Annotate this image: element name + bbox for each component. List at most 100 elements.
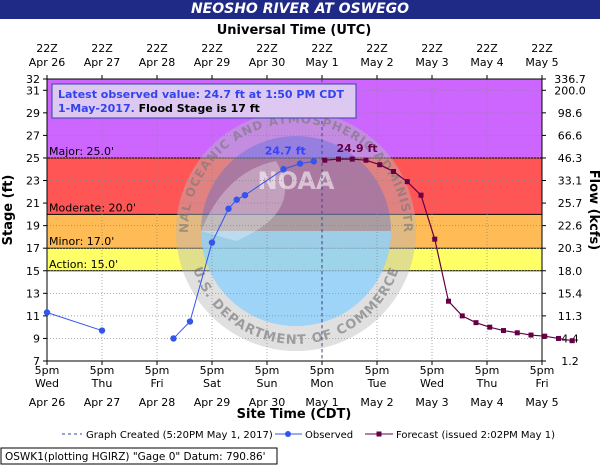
legend: Graph Created (5:20PM May 1, 2017) Observ… [62, 430, 555, 441]
y-tick-label: 32 [26, 73, 40, 86]
info-box: Latest observed value: 24.7 ft at 1:50 P… [51, 83, 357, 119]
observed-point [186, 318, 194, 325]
top-tick-hour: 22Z [366, 42, 388, 55]
footer-frame [0, 447, 278, 465]
bottom-tick-time: 5pm [530, 364, 555, 377]
info-box-line1: Latest observed value: 24.7 ft at 1:50 P… [58, 88, 344, 101]
top-tick-date: Apr 30 [249, 56, 286, 69]
forecast-point [473, 320, 479, 326]
forecast-point [404, 179, 410, 185]
forecast-point [514, 330, 520, 336]
bottom-tick-date: Apr 27 [84, 396, 121, 409]
y2-tick-label: 18.0 [558, 265, 583, 278]
forecast-point [528, 332, 534, 338]
top-tick-date: May 2 [360, 56, 393, 69]
y-tick-label: 21 [26, 197, 40, 210]
y2-tick-label: 15.4 [558, 287, 583, 300]
y2-tick-label: 1.2 [561, 355, 579, 368]
y-tick-label: 19 [26, 220, 40, 233]
bottom-tick-day: Fri [150, 377, 163, 390]
bottom-tick-time: 5pm [145, 364, 170, 377]
seal-lower-half [201, 231, 391, 326]
band-label-0: Action: 15.0' [49, 258, 118, 271]
y-tick-label: 7 [33, 355, 40, 368]
observed-line-0 [46, 312, 103, 332]
axes: 791113151719212325272931321.24.411.315.4… [26, 42, 586, 409]
top-tick-date: Apr 28 [139, 56, 176, 69]
y2-tick-label: 46.3 [558, 152, 583, 165]
bottom-tick-time: 5pm [310, 364, 335, 377]
legend-observed-label: Observed [305, 430, 353, 441]
y2-tick-label: 25.7 [558, 197, 583, 210]
forecast-point [418, 192, 424, 198]
bottom-tick-date: Apr 30 [249, 396, 286, 409]
bottom-axis-label: Site Time (CDT) [237, 407, 352, 422]
info-box-line2: 1-May-2017. Flood Stage is 17 ft [58, 102, 260, 115]
observed-point [310, 158, 317, 165]
legend-created-label: Graph Created (5:20PM May 1, 2017) [86, 430, 273, 441]
forecast-point [432, 236, 438, 242]
top-tick-hour: 22Z [146, 42, 168, 55]
forecast-point [446, 298, 451, 304]
observed-point [208, 239, 216, 246]
top-tick-date: May 5 [525, 56, 558, 69]
forecast-point [459, 313, 465, 319]
legend-forecast-marker [376, 431, 382, 437]
top-tick-hour: 22Z [421, 42, 443, 55]
bottom-tick-date: May 1 [305, 396, 338, 409]
y2-tick-label: 336.7 [554, 73, 586, 86]
y2-tick-label: 33.1 [558, 175, 583, 188]
top-tick-date: Apr 29 [194, 56, 231, 69]
forecast-point [569, 338, 575, 344]
legend-forecast-label: Forecast (issued 2:02PM May 1) [396, 430, 555, 441]
top-tick-hour: 22Z [91, 42, 113, 55]
forecast-point [336, 156, 341, 162]
forecast-point [322, 157, 328, 163]
legend-observed-marker [285, 431, 291, 437]
forecast-point [501, 328, 506, 334]
bottom-tick-date: Apr 26 [29, 396, 66, 409]
top-tick-hour: 22Z [311, 42, 333, 55]
y-tick-label: 11 [26, 310, 40, 323]
top-tick-hour: 22Z [36, 42, 58, 55]
bottom-tick-date: May 2 [360, 396, 393, 409]
forecast-point [556, 335, 561, 341]
bottom-tick-day: Sat [203, 377, 222, 390]
bottom-tick-time: 5pm [35, 364, 60, 377]
top-tick-date: May 4 [470, 56, 503, 69]
forecast-peak-label: 24.9 ft [337, 142, 378, 155]
observed-point [233, 196, 240, 203]
bottom-tick-time: 5pm [255, 364, 280, 377]
top-tick-date: Apr 26 [29, 56, 66, 69]
bottom-tick-day: Fri [535, 377, 548, 390]
top-axis-label: Universal Time (UTC) [217, 23, 372, 38]
observed-peak-label: 24.7 ft [265, 144, 306, 157]
top-tick-hour: 22Z [476, 42, 498, 55]
band-label-1: Minor: 17.0' [49, 235, 114, 248]
observed-point [241, 191, 249, 199]
observed-point [43, 309, 51, 316]
top-tick-date: May 1 [305, 56, 338, 69]
top-tick-hour: 22Z [256, 42, 278, 55]
forecast-point [487, 324, 493, 330]
bottom-tick-time: 5pm [420, 364, 445, 377]
chart-title: NEOSHO RIVER AT OSWEGO [0, 0, 600, 19]
bottom-tick-day: Mon [310, 377, 333, 390]
top-tick-hour: 22Z [201, 42, 223, 55]
y-tick-label: 31 [26, 84, 40, 97]
flood-band-labels: Action: 15.0' Minor: 17.0' Moderate: 20.0'… [49, 145, 136, 271]
info-box-date: 1-May-2017. [58, 102, 139, 115]
y-tick-label: 17 [26, 242, 40, 255]
forecast-point [377, 162, 383, 168]
y-axis-label: Stage (ft) [1, 175, 16, 246]
bottom-tick-time: 5pm [200, 364, 225, 377]
plot-frame [46, 78, 543, 362]
y-tick-label: 27 [26, 129, 40, 142]
top-tick-date: May 3 [415, 56, 448, 69]
band-label-2: Moderate: 20.0' [49, 201, 136, 214]
y2-tick-label: 11.3 [558, 310, 583, 323]
info-box-flood-stage: Flood Stage is 17 ft [139, 102, 260, 115]
observed-point [170, 335, 177, 342]
